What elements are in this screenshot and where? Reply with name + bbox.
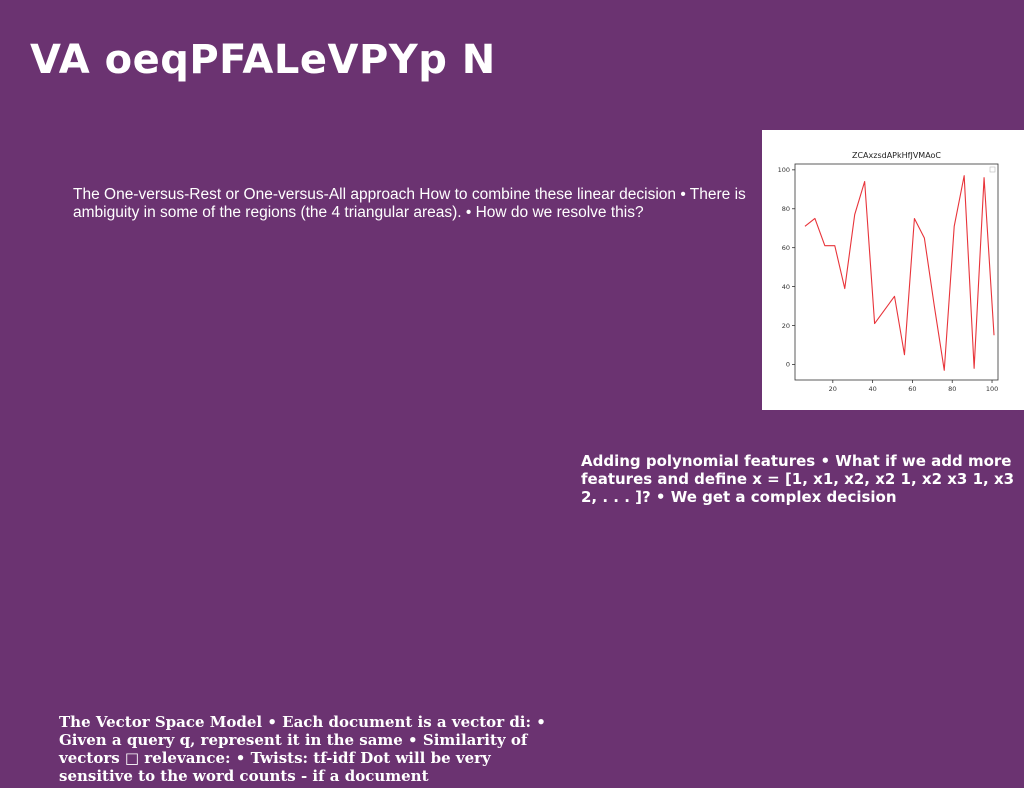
text-block-one-vs-rest: The One-versus-Rest or One-versus-All ap… (73, 186, 746, 221)
y-tick-label: 80 (782, 205, 790, 213)
x-tick-label: 80 (948, 385, 956, 393)
text-block-vector-space-model: The Vector Space Model • Each document i… (59, 713, 546, 785)
line-chart-svg: ZCAxzsdAPkHfJVMAoC 20 40 60 80 100 0 20 40 60 80 10… (778, 151, 999, 393)
y-tick-label: 0 (786, 361, 790, 369)
x-tick-label: 40 (868, 385, 876, 393)
y-tick-label: 60 (782, 244, 790, 252)
y-tick-label: 100 (778, 166, 790, 174)
chart-title: ZCAxzsdAPkHfJVMAoC (852, 151, 941, 160)
x-tick-label: 60 (908, 385, 916, 393)
slide-title: VA oeqPFALeVPYp N (30, 37, 496, 83)
x-tick-label: 100 (986, 385, 998, 393)
y-tick-label: 20 (782, 322, 790, 330)
text-block-polynomial-features: Adding polynomial features • What if we … (581, 452, 1015, 506)
y-tick-label: 40 (782, 283, 790, 291)
chart-series-line (804, 175, 995, 371)
chart-plot-frame (794, 163, 999, 381)
chart-legend-box (989, 166, 996, 173)
line-chart: ZCAxzsdAPkHfJVMAoC 20 40 60 80 100 0 20 40 60 80 10… (762, 130, 1024, 410)
x-tick-label: 20 (829, 385, 837, 393)
